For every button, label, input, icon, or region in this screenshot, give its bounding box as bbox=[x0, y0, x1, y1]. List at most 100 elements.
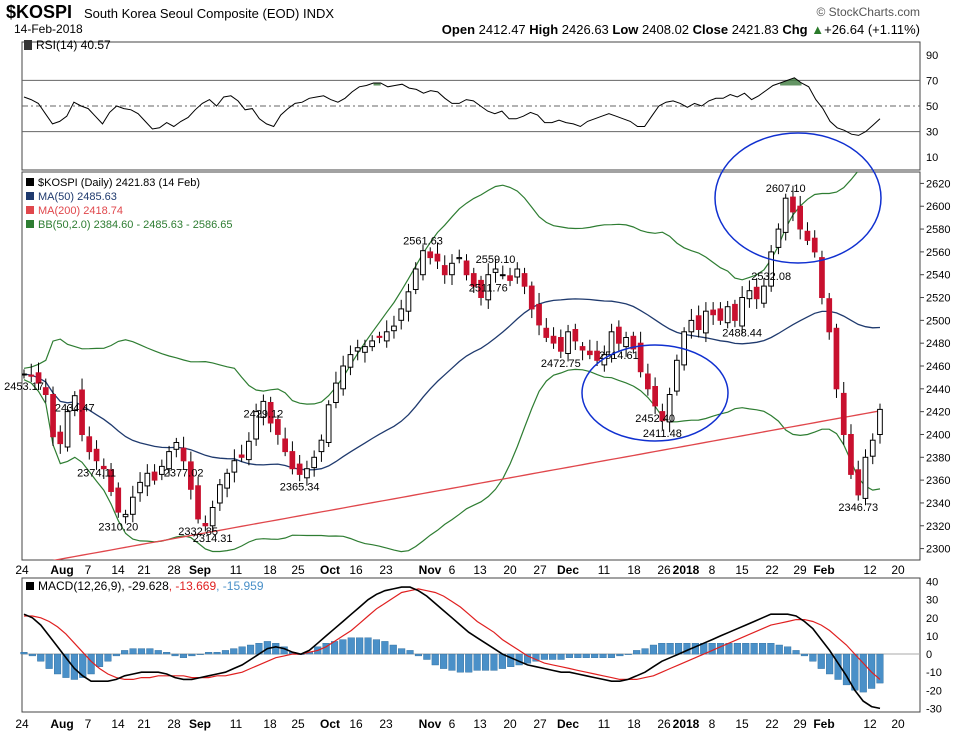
symbol: $KOSPI bbox=[6, 2, 73, 22]
macd-histogram-bar bbox=[364, 637, 372, 655]
x-tick-label: Feb bbox=[813, 563, 834, 577]
price-tick-label: 2620 bbox=[926, 178, 950, 190]
price-tick-label: 2380 bbox=[926, 452, 950, 464]
macd-x-tick-label: 7 bbox=[85, 717, 92, 731]
macd-legend-part: MACD(12,26,9) bbox=[38, 579, 121, 593]
macd-x-tick-label: 22 bbox=[765, 717, 779, 731]
x-tick-label: 28 bbox=[167, 563, 181, 577]
candle-body bbox=[826, 298, 833, 333]
candle-body bbox=[86, 436, 93, 453]
macd-histogram-bar bbox=[498, 653, 506, 669]
price-value-label: 2453.17 bbox=[4, 381, 44, 393]
price-tick-label: 2360 bbox=[926, 475, 950, 487]
macd-histogram-bar bbox=[129, 648, 137, 655]
macd-histogram-bar bbox=[809, 653, 817, 662]
macd-x-tick-label: 2018 bbox=[673, 717, 700, 731]
price-tick-label: 2300 bbox=[926, 544, 950, 556]
candle-body bbox=[449, 262, 455, 276]
macd-x-tick-label: 26 bbox=[657, 717, 671, 731]
macd-histogram-bar bbox=[557, 653, 565, 660]
macd-x-tick-label: Sep bbox=[189, 717, 211, 731]
rsi-tick-label: 30 bbox=[926, 127, 938, 139]
candle-body bbox=[267, 402, 274, 424]
macd-x-tick-label: 12 bbox=[863, 717, 877, 731]
price-value-label: 2377.02 bbox=[164, 468, 204, 480]
price-value-label: 2452.40 bbox=[635, 413, 675, 425]
macd-histogram-bar bbox=[826, 653, 834, 675]
price-tick-label: 2420 bbox=[926, 407, 950, 419]
macd-tick-label: 20 bbox=[926, 613, 938, 625]
macd-histogram-bar bbox=[104, 653, 112, 662]
price-value-label: 2514.61 bbox=[599, 350, 639, 362]
candle-body bbox=[166, 451, 172, 470]
exchange: INDX bbox=[302, 6, 335, 21]
x-tick-label: 6 bbox=[449, 563, 456, 577]
candle-body bbox=[64, 411, 71, 448]
candle-body bbox=[130, 496, 136, 515]
x-tick-label: Nov bbox=[419, 563, 442, 577]
price-tick-label: 2400 bbox=[926, 429, 950, 441]
candle-body bbox=[275, 419, 281, 435]
candle-body bbox=[456, 257, 463, 260]
candle-body bbox=[173, 442, 180, 450]
macd-x-tick-label: 18 bbox=[263, 717, 277, 731]
x-tick-label: 16 bbox=[349, 563, 363, 577]
candle-body bbox=[652, 386, 658, 407]
x-tick-label: 8 bbox=[709, 563, 716, 577]
candle-body bbox=[811, 237, 818, 253]
macd-x-tick-label: 23 bbox=[379, 717, 393, 731]
ma200-line bbox=[52, 410, 881, 560]
macd-histogram-bar bbox=[213, 652, 221, 655]
candle-body bbox=[732, 303, 738, 321]
candle-body bbox=[688, 319, 695, 333]
candle-body bbox=[470, 273, 477, 287]
macd-histogram-bar bbox=[171, 653, 179, 657]
candle-body bbox=[79, 389, 85, 435]
macd-histogram-bar bbox=[372, 639, 381, 655]
candle-body bbox=[137, 481, 143, 494]
candle-body bbox=[558, 337, 564, 352]
price-legend-swatch bbox=[26, 178, 34, 186]
macd-histogram-bar bbox=[868, 653, 876, 689]
price-legend-swatch bbox=[26, 220, 34, 228]
candle-body bbox=[383, 331, 390, 342]
macd-x-tick-label: Aug bbox=[50, 717, 73, 731]
candle-body bbox=[28, 374, 35, 377]
price-legend-entry: MA(50) 2485.63 bbox=[38, 191, 117, 203]
price-tick-label: 2460 bbox=[926, 361, 950, 373]
macd-histogram-bar bbox=[163, 652, 171, 655]
macd-legend: MACD(12,26,9), -29.628, -13.669, -15.959 bbox=[38, 579, 264, 593]
candle-body bbox=[862, 456, 869, 499]
macd-x-tick-label: Oct bbox=[320, 717, 340, 731]
macd-histogram-bar bbox=[876, 653, 884, 684]
candle-body bbox=[848, 434, 854, 475]
price-value-label: 2346.73 bbox=[838, 502, 878, 514]
close-value: 2421.83 bbox=[731, 22, 779, 37]
candle-body bbox=[441, 265, 448, 276]
candle-body bbox=[180, 447, 187, 462]
x-tick-label: 26 bbox=[657, 563, 671, 577]
candle-body bbox=[260, 400, 267, 418]
low-value: 2408.02 bbox=[642, 22, 690, 37]
candle-body bbox=[775, 228, 782, 248]
macd-histogram-bar bbox=[750, 643, 758, 655]
x-tick-label: 29 bbox=[793, 563, 807, 577]
macd-histogram-bar bbox=[112, 653, 120, 657]
macd-tick-label: 30 bbox=[926, 595, 938, 607]
candle-body bbox=[238, 454, 245, 458]
macd-histogram-bar bbox=[221, 650, 230, 655]
macd-tick-label: 40 bbox=[926, 577, 938, 589]
highlight-circle-top bbox=[714, 132, 882, 264]
candle-body bbox=[391, 325, 397, 332]
x-tick-label: 20 bbox=[503, 563, 517, 577]
price-tick-label: 2560 bbox=[926, 247, 950, 259]
macd-histogram-bar bbox=[179, 653, 188, 658]
candle-body bbox=[100, 465, 107, 470]
candle-body bbox=[514, 268, 521, 278]
macd-histogram-bar bbox=[607, 653, 615, 658]
chg-arrow-icon: ▲ bbox=[811, 22, 825, 37]
candle-body bbox=[739, 297, 745, 327]
macd-x-tick-label: 29 bbox=[793, 717, 807, 731]
candle-body bbox=[333, 382, 339, 404]
price-value-label: 2607.10 bbox=[766, 183, 806, 195]
